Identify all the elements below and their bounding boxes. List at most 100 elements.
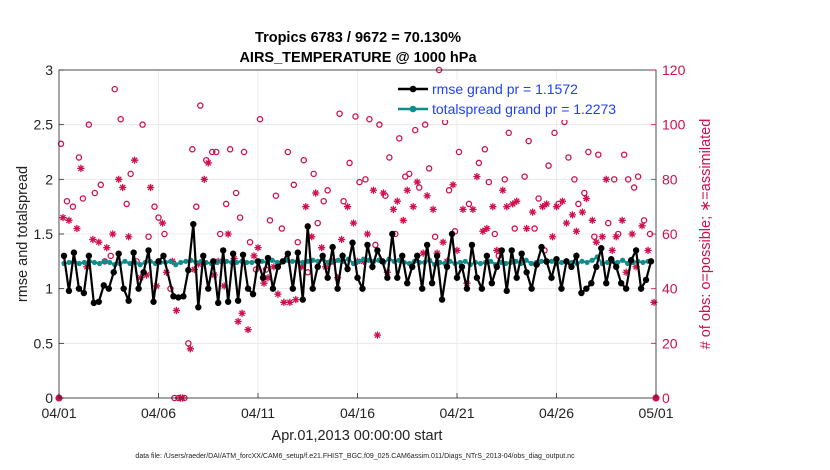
rmse-marker: [249, 290, 257, 298]
obs-assimilated-marker: [286, 298, 294, 306]
rmse-marker: [274, 263, 282, 270]
rmse-marker: [613, 263, 620, 270]
obs-assimilated-marker: [318, 244, 326, 252]
totalspread-marker: [168, 258, 174, 264]
totalspread-marker: [589, 257, 595, 263]
obs-assimilated-marker: [562, 219, 571, 227]
obs-assimilated-marker: [146, 183, 155, 192]
obs-assimilated-marker: [312, 189, 320, 197]
obs-assimilated-marker: [529, 208, 537, 216]
obs-possible-marker: [620, 151, 628, 158]
y-left-tick-label: 0: [45, 390, 53, 406]
rmse-marker: [60, 252, 68, 260]
rmse-marker: [603, 280, 610, 287]
obs-assimilated-marker: [280, 298, 288, 306]
rmse-marker: [578, 289, 585, 297]
rmse-marker: [438, 296, 446, 303]
y-left-tick-label: 1.5: [34, 226, 54, 242]
obs-assimilated-marker: [292, 296, 300, 304]
obs-possible-marker: [501, 176, 509, 183]
totalspread-marker: [107, 259, 113, 266]
totalspread-marker: [96, 260, 103, 267]
rmse-marker: [229, 250, 237, 257]
obs-assimilated-marker: [493, 246, 501, 254]
obs-possible-marker: [236, 214, 244, 221]
rmse-marker: [65, 287, 73, 295]
obs-possible-marker: [266, 217, 274, 224]
rmse-marker: [627, 257, 635, 264]
obs-possible-marker: [356, 178, 363, 186]
totalspread-marker: [137, 262, 143, 268]
obs-assimilated-marker: [592, 238, 600, 246]
obs-possible-marker: [232, 189, 240, 197]
totalspread-marker: [462, 258, 468, 264]
obs-assimilated-marker: [260, 279, 268, 287]
rmse-marker: [339, 252, 346, 260]
x-tick-label: 04/06: [141, 405, 176, 421]
rmse-marker: [414, 252, 421, 260]
obs-assimilated-marker: [369, 186, 378, 194]
obs-possible-marker: [585, 148, 592, 156]
obs-possible-marker: [123, 200, 130, 208]
x-axis-ticks: 04/01 04/06 04/11 04/16 04/21 04/26 05/01: [41, 393, 674, 421]
y-left-tick-label: 0.5: [34, 335, 54, 351]
totalspread-marker: [76, 260, 82, 267]
rmse-marker: [394, 274, 401, 281]
rmse-marker: [224, 298, 232, 305]
rmse-marker: [573, 252, 580, 260]
rmse-marker: [364, 241, 371, 249]
obs-assimilated-marker: [632, 263, 640, 271]
obs-possible-marker: [455, 148, 463, 156]
rmse-marker: [598, 245, 605, 252]
rmse-marker: [180, 293, 187, 300]
obs-assimilated-marker: [628, 230, 636, 238]
totalspread-marker: [289, 258, 296, 264]
obs-assimilated-marker: [413, 178, 421, 186]
obs-possible-marker: [535, 195, 542, 202]
totalspread-marker: [300, 259, 306, 266]
totalspread-marker: [579, 258, 585, 264]
obs-possible-marker: [465, 200, 473, 208]
obs-possible-marker: [189, 146, 196, 153]
obs-assimilated-marker: [119, 183, 127, 192]
obs-possible-marker: [300, 156, 308, 164]
rmse-marker: [170, 293, 177, 300]
y-right-tick-label: 60: [662, 226, 678, 242]
obs-assimilated-marker: [409, 203, 417, 211]
obs-possible-marker: [634, 173, 642, 180]
y-right-tick-label: 100: [662, 117, 686, 133]
obs-assimilated-marker: [602, 175, 610, 183]
obs-assimilated-marker: [244, 326, 252, 334]
totalspread-marker: [234, 259, 240, 266]
rmse-marker: [155, 258, 162, 265]
obs-assimilated-marker: [334, 274, 342, 282]
rmse-marker: [379, 258, 386, 265]
obs-assimilated-marker: [538, 203, 547, 211]
rmse-marker: [314, 263, 321, 270]
obs-assimilated-marker: [109, 230, 117, 238]
totalspread-marker: [335, 257, 341, 263]
obs-possible-marker: [485, 178, 493, 186]
obs-possible-marker: [396, 135, 403, 142]
rmse-marker: [563, 258, 570, 265]
y-left-tick-label: 2: [45, 171, 53, 187]
obs-assimilated-marker: [234, 317, 242, 326]
obs-assimilated-marker: [103, 244, 111, 252]
totalspread-marker: [122, 258, 128, 264]
obs-assimilated-marker: [274, 290, 282, 298]
obs-assimilated-marker: [59, 214, 67, 222]
rmse-marker: [239, 251, 247, 258]
rmse-marker: [279, 258, 287, 265]
rmse-marker: [404, 280, 411, 287]
rmse-marker: [617, 280, 625, 287]
rmse-marker: [349, 239, 356, 246]
rmse-marker: [533, 261, 540, 268]
rmse-marker: [453, 274, 461, 281]
obs-assimilated-marker: [373, 331, 381, 339]
obs-assimilated-marker: [308, 233, 316, 241]
totalspread-marker: [477, 260, 484, 267]
obs-possible-marker: [425, 165, 433, 172]
rmse-marker: [493, 263, 500, 270]
totalspread-marker: [102, 258, 108, 264]
